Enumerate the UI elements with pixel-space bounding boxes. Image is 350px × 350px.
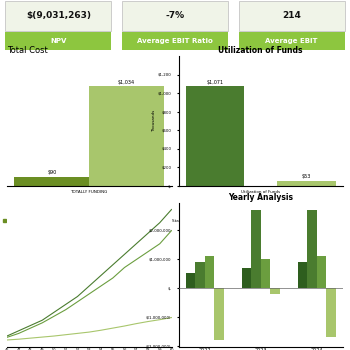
Bar	[186, 86, 245, 186]
Text: $1,071: $1,071	[206, 80, 224, 85]
Bar	[307, 210, 316, 288]
Text: Average EBIT Ratio: Average EBIT Ratio	[137, 38, 213, 44]
Text: NPV: NPV	[50, 38, 66, 44]
Bar	[270, 288, 280, 294]
Bar	[251, 210, 261, 288]
Legend: Total Variable Cost, Total Fixed Cost: Total Variable Cost, Total Fixed Cost	[1, 217, 89, 225]
Bar	[205, 256, 215, 288]
Y-axis label: Thousands: Thousands	[152, 110, 156, 132]
Text: Total Cost: Total Cost	[7, 46, 48, 55]
Bar	[14, 177, 89, 186]
Bar	[242, 267, 251, 288]
Bar	[122, 1, 228, 31]
Text: $90: $90	[47, 170, 56, 175]
Bar	[298, 262, 307, 288]
Bar	[186, 273, 195, 288]
Title: Yearly Analysis: Yearly Analysis	[228, 193, 293, 202]
Bar	[122, 32, 228, 50]
Bar	[5, 32, 111, 50]
Title: Utilization of Funds: Utilization of Funds	[218, 46, 303, 55]
Bar	[89, 86, 164, 186]
Legend: Start-up Expenses, Start-up Assets: Start-up Expenses, Start-up Assets	[164, 217, 252, 225]
Bar	[195, 262, 205, 288]
Bar	[5, 1, 111, 31]
Bar	[277, 181, 336, 186]
Bar	[215, 288, 224, 340]
Bar	[316, 256, 326, 288]
Text: 214: 214	[282, 11, 301, 20]
Text: $1,034: $1,034	[118, 80, 135, 85]
Text: $(9,031,263): $(9,031,263)	[26, 11, 91, 20]
Text: -7%: -7%	[166, 11, 184, 20]
Bar	[326, 288, 336, 337]
Text: $53: $53	[302, 174, 311, 179]
Bar	[261, 259, 270, 288]
Text: Average EBIT: Average EBIT	[265, 38, 318, 44]
Bar	[239, 32, 345, 50]
Bar	[239, 1, 345, 31]
